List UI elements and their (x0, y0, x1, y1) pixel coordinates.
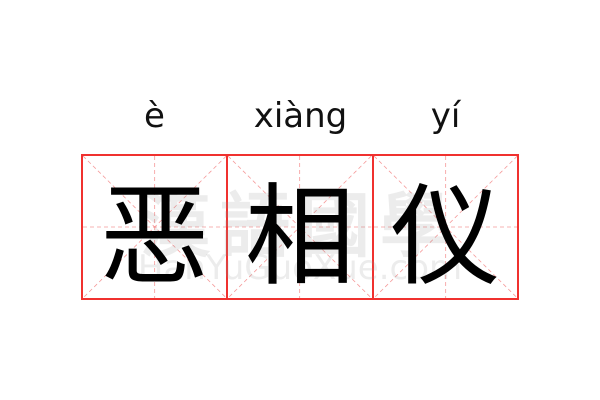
grid-guides (83, 156, 226, 298)
character-1: 恶 (99, 173, 210, 301)
pinyin-2: xiàng (253, 96, 348, 136)
pinyin-3: yí (430, 96, 461, 136)
pinyin-1: è (144, 96, 165, 136)
character-cell-3: 仪 (371, 156, 517, 301)
grid-guides (374, 156, 517, 298)
character-cell-1: 恶 (83, 156, 226, 301)
character-3: 仪 (390, 173, 501, 301)
character-2: 相 (244, 173, 355, 301)
character-cell-2: 相 (226, 156, 371, 301)
character-grid: 恶 相 仪 (81, 154, 519, 301)
grid-guides (228, 156, 371, 298)
